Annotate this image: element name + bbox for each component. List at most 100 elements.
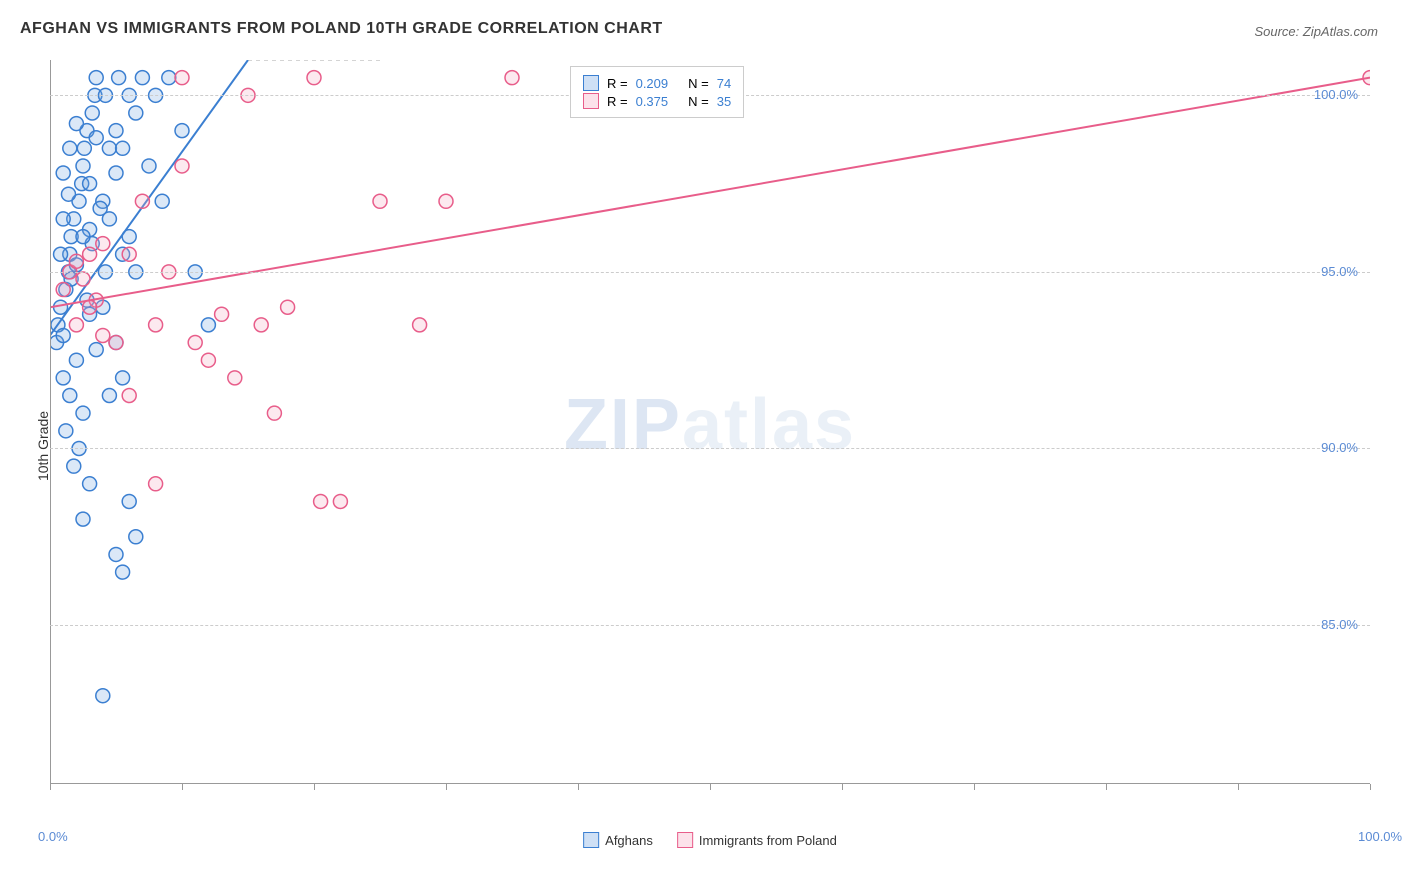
data-point (215, 307, 229, 321)
data-point (439, 194, 453, 208)
swatch-icon (677, 832, 693, 848)
data-point (307, 71, 321, 85)
legend-label: Afghans (605, 833, 653, 848)
data-point (129, 530, 143, 544)
data-point (116, 565, 130, 579)
data-point (254, 318, 268, 332)
data-point (69, 254, 83, 268)
y-tick-label: 85.0% (1321, 617, 1358, 632)
data-point (83, 300, 97, 314)
x-tick-label: 0.0% (38, 829, 68, 844)
x-tick-label: 100.0% (1358, 829, 1402, 844)
x-tick-mark (1370, 784, 1371, 790)
x-tick-mark (182, 784, 183, 790)
data-point (83, 247, 97, 261)
data-point (109, 547, 123, 561)
y-axis-label: 10th Grade (35, 411, 51, 481)
data-point (59, 424, 73, 438)
data-point (102, 389, 116, 403)
data-point (56, 166, 70, 180)
data-point (89, 131, 103, 145)
data-point (149, 318, 163, 332)
data-point (155, 194, 169, 208)
y-tick-label: 95.0% (1321, 264, 1358, 279)
data-point (89, 71, 103, 85)
gridline (50, 448, 1370, 449)
stat-n-label: N = (688, 94, 709, 109)
legend-stat-row: R = 0.375 N = 35 (583, 93, 731, 109)
data-point (142, 159, 156, 173)
data-point (109, 166, 123, 180)
data-point (135, 194, 149, 208)
legend-item-poland: Immigrants from Poland (677, 832, 837, 848)
stat-n-value: 35 (717, 94, 731, 109)
data-point (96, 237, 110, 251)
stat-r-label: R = (607, 76, 628, 91)
data-point (175, 159, 189, 173)
data-point (69, 117, 83, 131)
gridline (50, 272, 1370, 273)
data-point (135, 71, 149, 85)
x-tick-mark (974, 784, 975, 790)
swatch-icon (583, 93, 599, 109)
x-tick-mark (446, 784, 447, 790)
stat-r-label: R = (607, 94, 628, 109)
data-point (201, 318, 215, 332)
data-point (89, 343, 103, 357)
data-point (175, 71, 189, 85)
data-point (373, 194, 387, 208)
data-point (201, 353, 215, 367)
correlation-legend: R = 0.209 N = 74 R = 0.375 N = 35 (570, 66, 744, 118)
stat-n-value: 74 (717, 76, 731, 91)
data-point (77, 141, 91, 155)
data-point (109, 336, 123, 350)
data-point (122, 494, 136, 508)
data-point (67, 459, 81, 473)
data-point (188, 336, 202, 350)
data-point (54, 247, 68, 261)
data-point (333, 494, 347, 508)
legend-label: Immigrants from Poland (699, 833, 837, 848)
data-point (61, 187, 75, 201)
stat-n-label: N = (688, 76, 709, 91)
data-point (122, 389, 136, 403)
data-point (83, 177, 97, 191)
chart-title: AFGHAN VS IMMIGRANTS FROM POLAND 10TH GR… (20, 20, 663, 38)
data-point (175, 124, 189, 138)
stat-r-value: 0.209 (636, 76, 669, 91)
legend-stat-row: R = 0.209 N = 74 (583, 75, 731, 91)
data-point (76, 230, 90, 244)
data-point (69, 318, 83, 332)
x-tick-mark (1106, 784, 1107, 790)
x-tick-mark (1238, 784, 1239, 790)
swatch-icon (583, 832, 599, 848)
y-tick-label: 100.0% (1314, 87, 1358, 102)
data-point (228, 371, 242, 385)
series-legend: Afghans Immigrants from Poland (583, 832, 837, 848)
stat-r-value: 0.375 (636, 94, 669, 109)
x-tick-mark (50, 784, 51, 790)
x-tick-mark (710, 784, 711, 790)
data-point (116, 141, 130, 155)
data-point (109, 124, 123, 138)
data-point (76, 159, 90, 173)
swatch-icon (583, 75, 599, 91)
data-point (96, 689, 110, 703)
data-point (56, 212, 70, 226)
x-tick-mark (842, 784, 843, 790)
chart-plot-area: ZIPatlas 85.0%90.0%95.0%100.0% 0.0%100.0… (50, 60, 1370, 820)
x-tick-mark (578, 784, 579, 790)
x-tick-mark (314, 784, 315, 790)
data-point (69, 353, 83, 367)
data-point (314, 494, 328, 508)
data-point (76, 512, 90, 526)
data-point (122, 247, 136, 261)
data-point (56, 371, 70, 385)
data-point (281, 300, 295, 314)
data-point (413, 318, 427, 332)
data-point (56, 283, 70, 297)
data-point (267, 406, 281, 420)
data-point (162, 71, 176, 85)
data-point (102, 212, 116, 226)
legend-item-afghans: Afghans (583, 832, 653, 848)
